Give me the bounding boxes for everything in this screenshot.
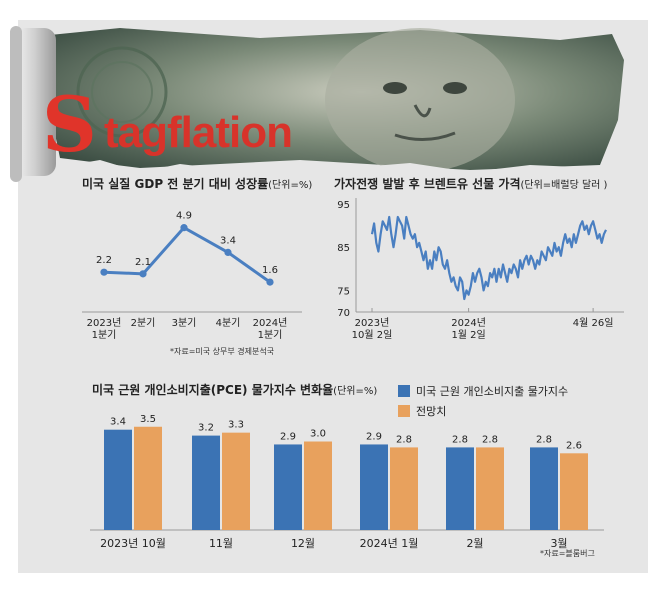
gdp-x-tick: 4분기 [216, 317, 241, 329]
pce-bar [530, 447, 558, 530]
gdp-point [266, 278, 274, 286]
brent-x-tick: 2023년 10월 2일 [352, 317, 393, 341]
gdp-x-tick: 2023년 1분기 [87, 317, 122, 341]
pce-bar [446, 447, 474, 530]
brent-x-tick: 2024년 1월 2일 [451, 317, 486, 341]
brent-y-tick: 95 [337, 200, 350, 211]
pce-bar-label: 2.8 [482, 434, 498, 445]
headline-word: tagflation [104, 108, 293, 157]
pce-bar [304, 441, 332, 530]
pce-bar-label: 3.2 [198, 423, 214, 434]
pce-bar [104, 429, 132, 530]
brent-y-tick: 85 [337, 243, 350, 254]
pce-bar [192, 435, 220, 530]
gdp-chart-title: 미국 실질 GDP 전 분기 대비 성장률(단위=%) [82, 176, 312, 191]
pce-legend-swatch [398, 405, 410, 417]
pce-bar [274, 444, 302, 530]
pce-x-tick: 2024년 1월 [360, 537, 419, 550]
pce-bar-label: 3.3 [228, 420, 244, 431]
pce-bar [560, 453, 588, 530]
gdp-x-tick: 2024년 1분기 [253, 317, 288, 341]
pce-bar-label: 2.8 [536, 434, 552, 445]
brent-y-tick: 75 [337, 286, 350, 297]
gdp-value-label: 3.4 [220, 235, 236, 246]
brent-chart-title: 가자전쟁 발발 후 브렌트유 선물 가격(단위=배럴당 달러 ) [334, 176, 608, 191]
pce-bar-label: 2.8 [396, 434, 412, 445]
gdp-value-label: 2.1 [135, 257, 151, 268]
gdp-point [224, 248, 232, 256]
pce-bar [134, 426, 162, 530]
pce-bar-label: 2.8 [452, 434, 468, 445]
pce-bar [222, 432, 250, 530]
brent-y-tick: 70 [337, 308, 350, 319]
gdp-value-label: 2.2 [96, 255, 112, 266]
gdp-point [139, 270, 147, 278]
pce-bar [390, 447, 418, 530]
pce-legend-swatch [398, 385, 410, 397]
gdp-source-note: *자료=미국 상무부 경제분석국 [170, 346, 274, 356]
gdp-value-label: 1.6 [262, 265, 278, 276]
headline-initial: S [42, 80, 97, 169]
brent-x-tick: 4월 26일 [573, 317, 614, 329]
treasury-seal [76, 46, 168, 138]
pce-bar-label: 2.9 [280, 431, 296, 442]
pce-bar-label: 2.6 [566, 440, 582, 451]
portrait-face [325, 28, 515, 172]
brent-price-line [370, 215, 607, 301]
gdp-point [180, 224, 188, 232]
pce-x-tick: 11월 [209, 537, 233, 550]
pce-bar-label: 3.0 [310, 429, 326, 440]
pce-x-tick: 2023년 10월 [100, 537, 166, 550]
pce-x-tick: 12월 [291, 537, 315, 550]
pce-x-tick: 3월 [550, 537, 567, 550]
gdp-value-label: 4.9 [176, 211, 192, 222]
pce-bar [360, 444, 388, 530]
gdp-x-tick: 3분기 [172, 317, 197, 329]
gdp-point [100, 268, 108, 276]
pce-source-note: *자료=블룸버그 [540, 548, 595, 558]
gdp-x-tick: 2분기 [131, 317, 156, 329]
pce-chart-title: 미국 근원 개인소비지출(PCE) 물가지수 변화율(단위=%) [92, 382, 377, 397]
pce-bar-label: 3.4 [110, 417, 126, 428]
pce-bar-label: 2.9 [366, 431, 382, 442]
pce-bar-label: 3.5 [140, 414, 156, 425]
torn-edge [40, 150, 624, 180]
pce-legend-label: 전망치 [416, 405, 446, 418]
pce-legend-label: 미국 근원 개인소비지출 물가지수 [416, 385, 568, 398]
pce-x-tick: 2월 [466, 537, 483, 550]
paper-curl [14, 28, 56, 176]
pce-bar [476, 447, 504, 530]
